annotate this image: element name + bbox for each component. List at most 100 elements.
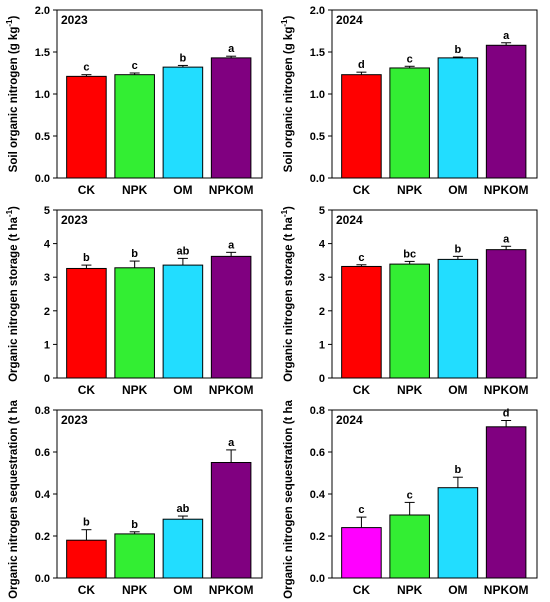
bar <box>389 67 430 179</box>
y-tick-label: 0.0 <box>310 173 325 185</box>
significance-letter: c <box>407 53 413 65</box>
significance-letter: b <box>131 248 138 260</box>
panel-year-label: 2023 <box>61 413 88 427</box>
bar <box>485 249 527 379</box>
significance-letter: d <box>503 408 510 420</box>
y-tick-label: 1.0 <box>35 89 50 101</box>
significance-letter: ab <box>176 245 189 257</box>
bar <box>66 75 107 179</box>
chart-panel-son-2023: 0.0 0.5 1.0 1.5 2.0 c CK c NPK b OM a NPKOM 2023 Soil … <box>0 0 275 200</box>
x-tick-label: CK <box>78 583 96 597</box>
y-tick-label: 2.0 <box>35 5 50 17</box>
x-tick-label: NPKOM <box>209 183 254 197</box>
x-tick-label: OM <box>448 383 467 397</box>
y-axis-label-sup: -1 <box>280 19 289 27</box>
x-tick-label: OM <box>173 183 192 197</box>
x-tick-label: NPKOM <box>209 383 254 397</box>
significance-letter: b <box>455 243 462 255</box>
y-axis-label: Organic nitrogen sequestration (t ha-1) <box>5 400 20 599</box>
y-tick-label: 0.2 <box>310 531 325 543</box>
significance-letter: b <box>83 517 90 529</box>
significance-letter: c <box>83 62 89 74</box>
significance-letter: a <box>228 437 235 449</box>
significance-letter: b <box>455 464 462 476</box>
y-tick-label: 1 <box>44 339 50 351</box>
bar <box>341 265 382 379</box>
x-tick-label: OM <box>173 383 192 397</box>
y-tick-label: 0.6 <box>310 447 325 459</box>
significance-letter: b <box>455 44 462 56</box>
significance-letter: b <box>83 252 90 264</box>
bar <box>114 74 155 179</box>
bar <box>437 57 479 179</box>
y-axis-label: Soil organic nitrogen (g kg-1) <box>5 16 20 173</box>
y-tick-label: 0.8 <box>310 405 325 417</box>
x-tick-label: OM <box>448 583 467 597</box>
y-tick-label: 1.5 <box>310 47 325 59</box>
x-tick-label: NPKOM <box>484 583 529 597</box>
y-axis-label-main: Soil organic nitrogen (g kg <box>283 27 295 173</box>
x-tick-label: NPK <box>397 383 423 397</box>
y-axis-label-sup: -1 <box>5 19 14 27</box>
chart-panel-storage-2023: 0 1 2 3 4 5 b CK b NPK ab OM a NPKOM 2023 Organic nitro… <box>0 200 275 400</box>
significance-letter: bc <box>403 248 416 260</box>
x-tick-label: CK <box>353 383 371 397</box>
x-tick-label: NPK <box>397 183 423 197</box>
y-tick-label: 0.0 <box>310 573 325 585</box>
chart-panel-storage-2024: 0 1 2 3 4 5 c CK bc NPK b OM a NPKOM 2024 Organic nitro… <box>275 200 550 400</box>
significance-letter: c <box>407 489 413 501</box>
y-tick-label: 2 <box>319 306 325 318</box>
bar <box>114 267 155 379</box>
y-tick-label: 0.4 <box>35 489 51 501</box>
y-axis-label-sup: -1 <box>5 209 14 217</box>
x-tick-label: CK <box>353 583 371 597</box>
y-tick-label: 0.5 <box>310 131 325 143</box>
x-tick-label: OM <box>448 183 467 197</box>
y-axis-label-end: ) <box>8 206 20 210</box>
y-tick-label: 0.0 <box>35 173 50 185</box>
y-axis-label-sup: -1 <box>280 209 289 217</box>
plot-frame <box>56 209 263 379</box>
chart-svg: 0.0 0.2 0.4 0.6 0.8 b CK b NPK ab OM a NPKOM 2023 Orga… <box>5 400 263 599</box>
bar <box>162 264 204 379</box>
x-tick-label: CK <box>78 383 96 397</box>
significance-letter: c <box>358 252 364 264</box>
y-axis-label-main: Organic nitrogen sequestration (t ha <box>283 400 295 599</box>
panel-year-label: 2023 <box>61 213 88 227</box>
x-tick-label: NPK <box>397 583 423 597</box>
bar <box>341 74 382 179</box>
chart-svg: 0.0 0.5 1.0 1.5 2.0 d CK c NPK b OM a NPKOM 2024 Soil … <box>280 5 538 197</box>
significance-letter: ab <box>176 503 189 515</box>
bar <box>210 57 252 179</box>
bar <box>389 263 430 379</box>
x-tick-label: NPK <box>122 183 148 197</box>
x-tick-label: NPK <box>122 383 148 397</box>
y-axis-label-end: ) <box>283 206 295 210</box>
x-tick-label: CK <box>78 183 96 197</box>
panel-year-label: 2023 <box>61 13 88 27</box>
y-axis-label: Soil organic nitrogen (g kg-1) <box>280 16 295 173</box>
y-tick-label: 0 <box>319 373 325 385</box>
chart-svg: 0 1 2 3 4 5 c CK bc NPK b OM a NPKOM 2024 Organic nitro… <box>280 205 538 397</box>
bar <box>162 518 204 579</box>
chart-svg: 0.0 0.2 0.4 0.6 0.8 c CK c NPK b OM d NPKOM 2024 Organ… <box>280 400 538 599</box>
chart-panel-sequestration-2023: 0.0 0.2 0.4 0.6 0.8 b CK b NPK ab OM a NPKOM 2023 Orga… <box>0 400 275 600</box>
bar <box>485 426 527 579</box>
bar <box>341 527 382 579</box>
y-tick-label: 0.8 <box>35 405 50 417</box>
y-tick-label: 1.5 <box>35 47 50 59</box>
y-axis-label-main: Soil organic nitrogen (g kg <box>8 27 20 173</box>
significance-letter: c <box>132 60 138 72</box>
panel-year-label: 2024 <box>336 213 363 227</box>
y-axis-label-main: Organic nitrogen storage (t ha <box>8 216 20 381</box>
significance-letter: a <box>503 233 510 245</box>
y-tick-label: 0.5 <box>35 131 50 143</box>
x-tick-label: NPKOM <box>484 383 529 397</box>
y-axis-label-main: Organic nitrogen storage (t ha <box>283 216 295 381</box>
y-tick-label: 5 <box>319 205 325 217</box>
y-tick-label: 0 <box>44 373 50 385</box>
y-axis-label: Organic nitrogen storage (t ha-1) <box>280 206 295 382</box>
y-tick-label: 1 <box>319 339 325 351</box>
bar <box>210 462 252 579</box>
panel-year-label: 2024 <box>336 413 363 427</box>
